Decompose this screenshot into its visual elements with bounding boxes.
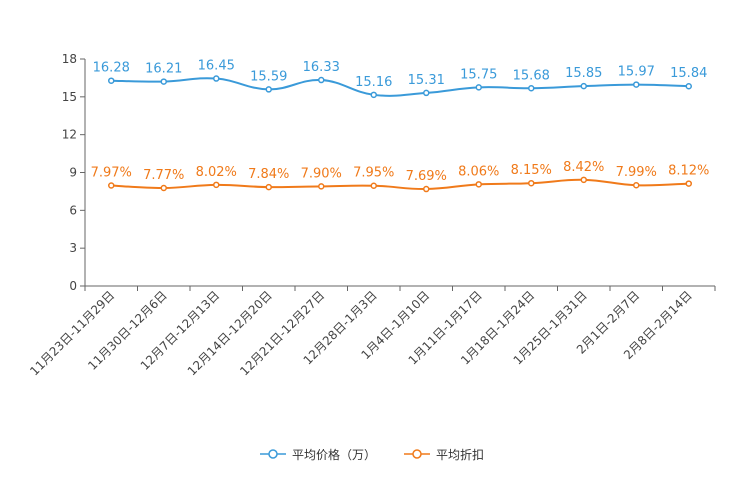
data-point <box>685 180 692 187</box>
data-label: 15.59 <box>250 69 287 84</box>
data-label: 15.84 <box>670 66 707 81</box>
data-point <box>528 179 535 187</box>
data-point <box>528 85 535 92</box>
data-label: 8.02% <box>196 165 237 180</box>
data-label: 7.95% <box>353 166 394 181</box>
legend-price-swatch-icon <box>259 449 286 459</box>
data-point <box>423 89 430 97</box>
data-label: 7.90% <box>301 166 342 181</box>
y-tick-label: 3 <box>69 241 77 255</box>
data-point <box>370 182 377 189</box>
legend-discount-label: 平均折扣 <box>436 447 485 462</box>
data-label: 8.15% <box>511 163 552 178</box>
data-label: 7.77% <box>143 168 184 183</box>
x-tick-label: 11月23日-11月29日 <box>27 288 117 378</box>
data-point <box>580 82 587 90</box>
y-tick-label: 6 <box>69 203 77 217</box>
data-point <box>685 82 692 90</box>
data-point <box>580 176 587 184</box>
data-label: 15.68 <box>513 68 550 83</box>
data-point <box>318 183 325 190</box>
data-label: 15.31 <box>408 73 445 88</box>
data-point <box>475 84 482 91</box>
legend-discount-swatch-icon <box>404 449 430 459</box>
data-point <box>265 183 272 191</box>
data-point <box>423 185 430 193</box>
data-label: 15.75 <box>460 67 497 82</box>
series-line-1 <box>111 178 689 191</box>
axes: 036912151811月23日-11月29日11月30日-12月6日12月7日… <box>27 52 716 378</box>
data-point <box>213 75 220 82</box>
series-layer: 16.28 16.21 16.45 15.59 16.33 15.16 15.31 15.75… <box>91 59 709 193</box>
data-label: 16.33 <box>303 60 340 75</box>
y-tick-label: 12 <box>62 128 77 142</box>
y-tick-label: 18 <box>62 52 77 66</box>
data-point <box>108 182 115 189</box>
data-label: 15.97 <box>618 65 655 80</box>
data-point <box>370 91 377 99</box>
legend: 平均价格（万） 平均折扣 <box>0 444 744 464</box>
legend-item-price[interactable]: 平均价格（万） <box>259 446 376 463</box>
data-label: 16.28 <box>93 61 130 76</box>
legend-item-discount[interactable]: 平均折扣 <box>404 446 484 463</box>
data-label: 7.99% <box>616 165 657 180</box>
data-point <box>108 77 115 84</box>
y-tick-label: 9 <box>69 166 77 180</box>
data-label: 7.69% <box>406 169 447 184</box>
data-point <box>475 181 482 188</box>
legend-discount-marker <box>412 449 422 459</box>
data-label: 7.84% <box>248 167 289 182</box>
data-point <box>318 76 325 84</box>
data-point <box>160 78 167 85</box>
y-tick-label: 0 <box>69 279 77 293</box>
data-label: 15.16 <box>355 75 392 90</box>
data-label: 7.97% <box>91 165 132 180</box>
data-point <box>633 181 640 189</box>
data-label: 15.85 <box>565 66 602 81</box>
legend-price-marker <box>268 449 278 459</box>
data-point <box>633 81 640 88</box>
data-label: 16.21 <box>145 62 182 77</box>
y-tick-label: 15 <box>62 90 77 104</box>
data-point <box>160 184 167 192</box>
series-line-0 <box>111 77 689 97</box>
data-point <box>265 86 272 93</box>
data-point <box>213 181 220 189</box>
data-label: 16.45 <box>198 59 235 74</box>
legend-price-label: 平均价格（万） <box>291 447 376 462</box>
data-label: 8.12% <box>668 164 709 179</box>
data-label: 8.42% <box>563 160 604 175</box>
data-label: 8.06% <box>458 164 499 179</box>
